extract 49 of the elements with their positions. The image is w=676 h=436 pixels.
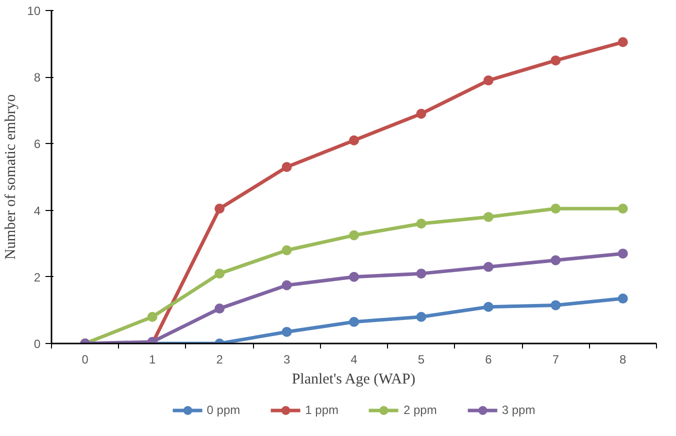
point (618, 248, 628, 259)
point (416, 218, 426, 229)
point (349, 272, 359, 282)
point (416, 312, 426, 322)
point (349, 316, 359, 327)
legend-label: 1 ppm (305, 403, 338, 417)
point (416, 268, 426, 279)
x-tick-label: 7 (552, 352, 560, 366)
y-tick-label: 2 (34, 270, 41, 284)
x-tick-label: 2 (216, 352, 224, 366)
point (550, 204, 561, 214)
legend-label: 3 ppm (502, 403, 536, 417)
point (349, 230, 359, 240)
point (349, 135, 359, 146)
x-tick-label: 8 (620, 352, 627, 366)
point (214, 204, 225, 214)
y-tick-label: 8 (34, 70, 41, 85)
point (214, 268, 225, 279)
x-axis-title: Planlet's Age (WAP) (292, 372, 416, 388)
point (416, 108, 426, 119)
legend-label: 0 ppm (206, 403, 240, 417)
point (214, 304, 225, 314)
point (282, 280, 292, 290)
y-tick-label: 6 (34, 137, 41, 152)
x-tick-label: 4 (350, 352, 358, 366)
point (483, 212, 494, 222)
point (550, 255, 561, 266)
point (618, 37, 628, 48)
legend-label: 2 ppm (404, 403, 437, 417)
point (147, 312, 158, 322)
x-tick-label: 1 (148, 352, 156, 366)
point (550, 55, 561, 66)
y-tick-label: 4 (34, 204, 41, 218)
point (618, 294, 628, 304)
x-tick-label: 6 (485, 352, 492, 366)
x-tick-label: 5 (418, 352, 425, 366)
point (550, 300, 561, 310)
y-tick-label: 10 (27, 4, 41, 18)
x-tick-label: 3 (283, 352, 290, 366)
x-tick-label: 0 (82, 352, 89, 366)
point (483, 302, 494, 312)
point (282, 326, 292, 337)
y-tick-label: 0 (34, 337, 41, 351)
point (618, 204, 628, 214)
point (483, 262, 494, 272)
point (282, 162, 292, 172)
point (282, 245, 292, 256)
point (483, 75, 494, 86)
y-axis-title: Number of somatic embryo (3, 94, 20, 260)
